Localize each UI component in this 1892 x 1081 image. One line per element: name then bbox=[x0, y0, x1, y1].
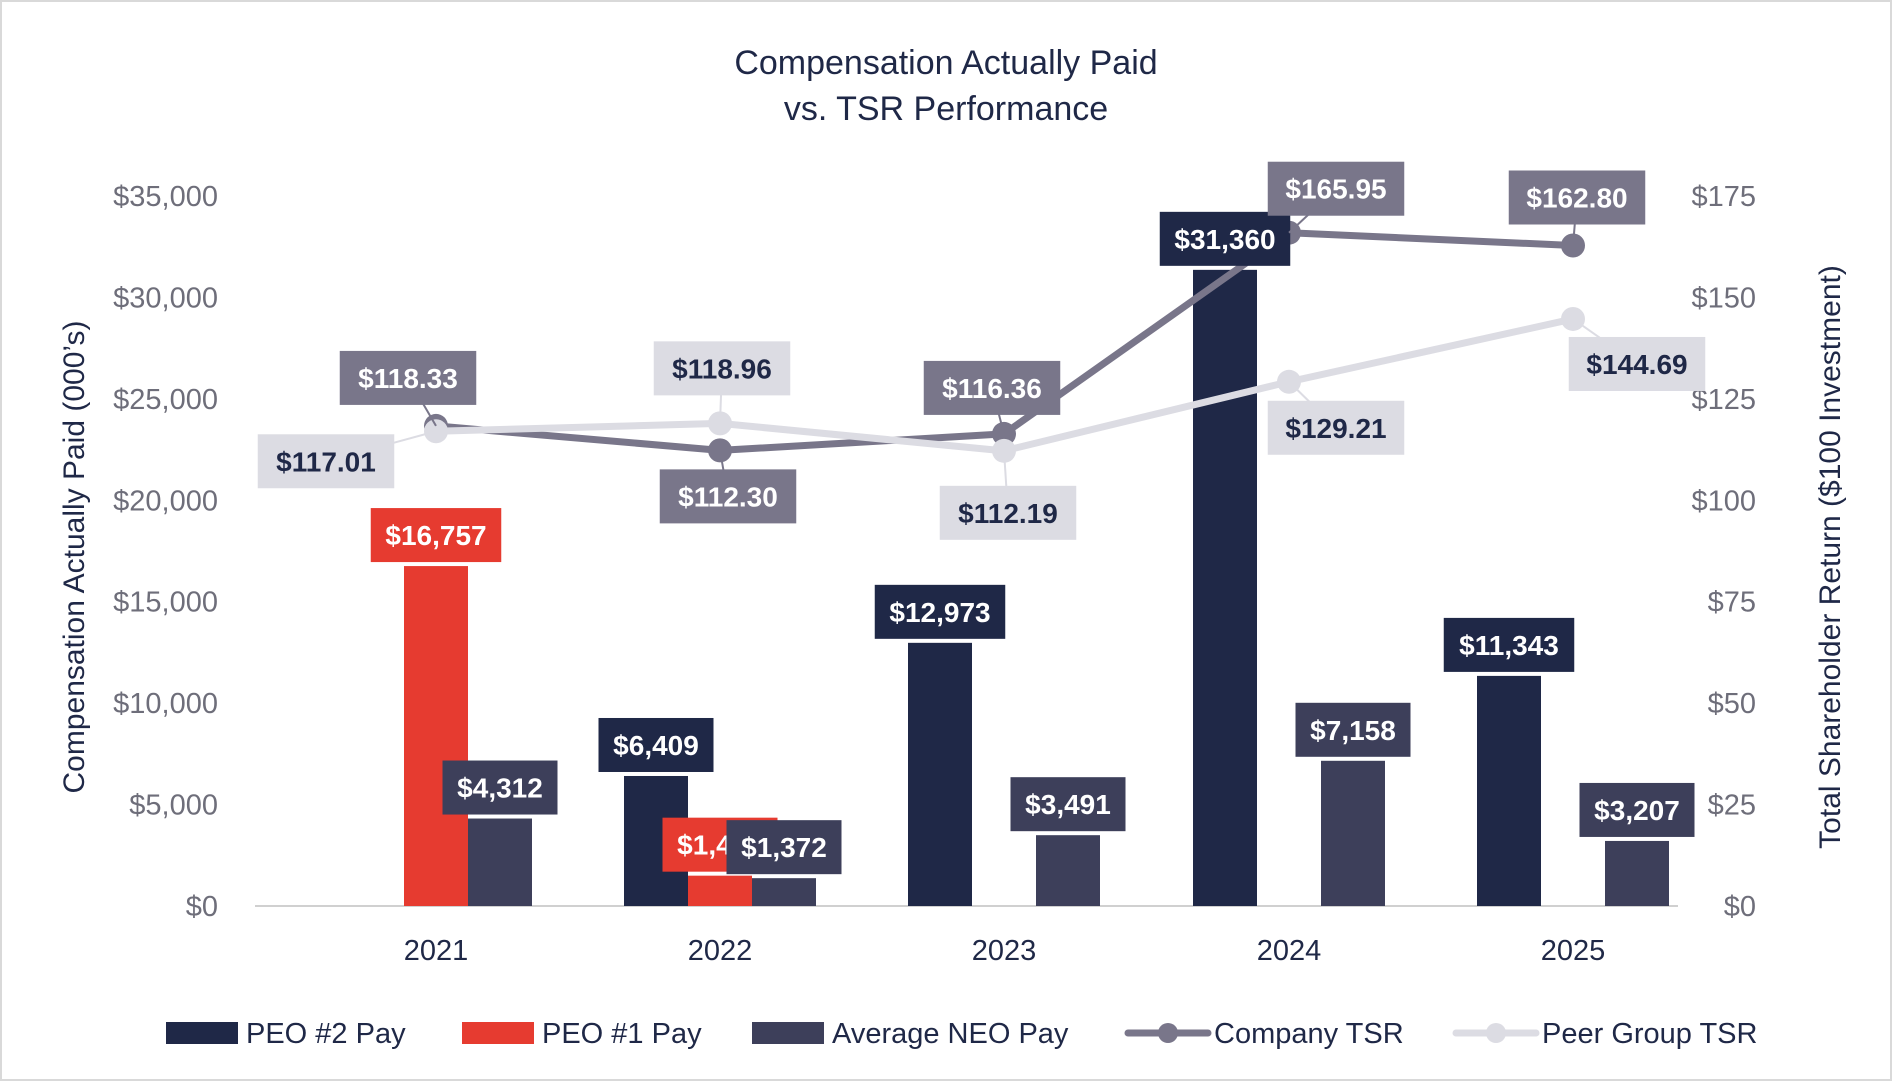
bar-data-label: $1,372 bbox=[741, 832, 827, 863]
bar-data-label: $7,158 bbox=[1310, 715, 1396, 746]
line-data-label: $116.36 bbox=[942, 373, 1042, 404]
bar-peo-2-pay bbox=[1477, 675, 1541, 906]
line-label-box bbox=[257, 434, 395, 489]
legend-label: PEO #1 Pay bbox=[542, 1018, 702, 1050]
line-label-box bbox=[653, 341, 791, 396]
line-label-box bbox=[1267, 161, 1405, 216]
bar-data-label: $3,207 bbox=[1594, 795, 1680, 826]
y2-tick-label: $175 bbox=[1691, 181, 1756, 213]
line-labels-group: $118.33 $112.30 $116.36 $165.95 $162.80 $117.… bbox=[257, 161, 1706, 540]
y-axis-right: $0$25$50$75$100$125$150$175 bbox=[1691, 181, 1756, 923]
bar-average-neo-pay bbox=[468, 818, 532, 906]
y2-tick-label: $75 bbox=[1708, 587, 1756, 619]
legend-label: Company TSR bbox=[1214, 1018, 1404, 1050]
line-label-box bbox=[1267, 400, 1405, 455]
bar-label-box bbox=[1443, 617, 1575, 672]
chart-title-line-1: Compensation Actually Paid bbox=[734, 44, 1157, 82]
line-data-label: $112.30 bbox=[678, 481, 778, 512]
y2-tick-label: $50 bbox=[1708, 688, 1756, 720]
legend-swatch bbox=[462, 1022, 534, 1044]
legend-item: Company TSR bbox=[1124, 1018, 1404, 1050]
legend-label: Peer Group TSR bbox=[1542, 1018, 1757, 1050]
y2-tick-label: $0 bbox=[1724, 891, 1756, 923]
bar-average-neo-pay bbox=[1605, 840, 1669, 906]
legend: PEO #2 Pay PEO #1 Pay Average NEO Pay Compa… bbox=[166, 1018, 1757, 1050]
bar-label-box bbox=[1010, 777, 1126, 832]
y-tick-label: $20,000 bbox=[113, 485, 218, 517]
x-tick-label: 2024 bbox=[1257, 935, 1322, 967]
x-tick-label: 2025 bbox=[1541, 935, 1606, 967]
bar-peo-1-pay bbox=[688, 875, 752, 906]
y2-tick-label: $100 bbox=[1691, 485, 1756, 517]
y-tick-label: $10,000 bbox=[113, 688, 218, 720]
bar-label-box bbox=[726, 820, 842, 875]
legend-swatch-marker bbox=[1158, 1023, 1178, 1043]
line-data-label: $162.80 bbox=[1526, 182, 1627, 213]
y-tick-label: $5,000 bbox=[129, 790, 218, 822]
x-tick-label: 2023 bbox=[972, 935, 1037, 967]
line-label-box bbox=[1508, 170, 1646, 225]
line-data-label: $129.21 bbox=[1285, 413, 1386, 444]
bar-data-label: $6,409 bbox=[613, 730, 699, 761]
y2-axis-title: Total Shareholder Return ($100 Investmen… bbox=[1814, 265, 1847, 849]
legend-swatch-marker bbox=[1486, 1023, 1506, 1043]
bar-average-neo-pay bbox=[1036, 835, 1100, 906]
line-label-box bbox=[939, 485, 1077, 540]
y-tick-label: $25,000 bbox=[113, 384, 218, 416]
y2-tick-label: $150 bbox=[1691, 282, 1756, 314]
line-label-box bbox=[923, 360, 1061, 415]
bar-data-label: $16,757 bbox=[385, 520, 486, 551]
bar-data-label: $3,491 bbox=[1025, 789, 1111, 820]
legend-label: PEO #2 Pay bbox=[246, 1018, 406, 1050]
bar-label-box bbox=[370, 508, 502, 563]
line-data-label: $144.69 bbox=[1586, 349, 1687, 380]
bar-data-label: $31,360 bbox=[1174, 224, 1275, 255]
bar-peo-2-pay bbox=[1193, 269, 1257, 907]
line-data-label: $112.19 bbox=[958, 498, 1058, 529]
bar-label-box bbox=[442, 760, 558, 815]
bar-labels-group: $6,409$12,973$31,360$11,343$16,757$1,495… bbox=[370, 211, 1695, 875]
bar-peo-1-pay bbox=[404, 566, 468, 906]
legend-item: Average NEO Pay bbox=[752, 1018, 1069, 1050]
y-tick-label: $30,000 bbox=[113, 282, 218, 314]
line-data-label: $118.33 bbox=[358, 363, 458, 394]
line-label-box bbox=[1568, 336, 1706, 391]
line-data-label: $117.01 bbox=[276, 446, 376, 477]
legend-item: Peer Group TSR bbox=[1452, 1018, 1757, 1050]
y-tick-label: $15,000 bbox=[113, 587, 218, 619]
bar-average-neo-pay bbox=[752, 878, 816, 906]
chart-title-line-2: vs. TSR Performance bbox=[784, 90, 1108, 128]
y-axis-left: $0 $5,000 $10,000 $15,000 $20,000 $25,000 $30,… bbox=[113, 181, 218, 923]
line-data-label: $118.96 bbox=[672, 353, 772, 384]
bar-data-label: $11,343 bbox=[1459, 630, 1559, 661]
y2-tick-label: $25 bbox=[1708, 790, 1756, 822]
y-tick-label: $35,000 bbox=[113, 181, 218, 213]
bar-data-label: $4,312 bbox=[457, 773, 543, 804]
bar-series-group bbox=[404, 269, 1669, 907]
bar-average-neo-pay bbox=[1321, 760, 1385, 906]
bar-label-box bbox=[1579, 782, 1695, 837]
bar-label-box bbox=[1159, 211, 1291, 266]
bar-label-box bbox=[598, 717, 714, 772]
line-label-box bbox=[659, 469, 797, 524]
bar-peo-2-pay bbox=[908, 642, 972, 906]
legend-swatch bbox=[166, 1022, 238, 1044]
bar-label-box bbox=[874, 584, 1006, 639]
x-tick-label: 2022 bbox=[688, 935, 753, 967]
bar-data-label: $12,973 bbox=[889, 597, 990, 628]
line-data-label: $165.95 bbox=[1285, 174, 1386, 205]
x-tick-label: 2021 bbox=[404, 935, 469, 967]
y-axis-title: Compensation Actually Paid (000’s) bbox=[58, 320, 91, 793]
y-tick-label: $0 bbox=[186, 891, 218, 923]
legend-label: Average NEO Pay bbox=[832, 1018, 1069, 1050]
x-axis-categories: 2021 2022 2023 2024 2025 bbox=[404, 935, 1606, 967]
legend-swatch bbox=[752, 1022, 824, 1044]
line-label-box bbox=[339, 350, 477, 405]
legend-item: PEO #1 Pay bbox=[462, 1018, 702, 1050]
legend-item: PEO #2 Pay bbox=[166, 1018, 406, 1050]
bar-label-box bbox=[1295, 702, 1411, 757]
